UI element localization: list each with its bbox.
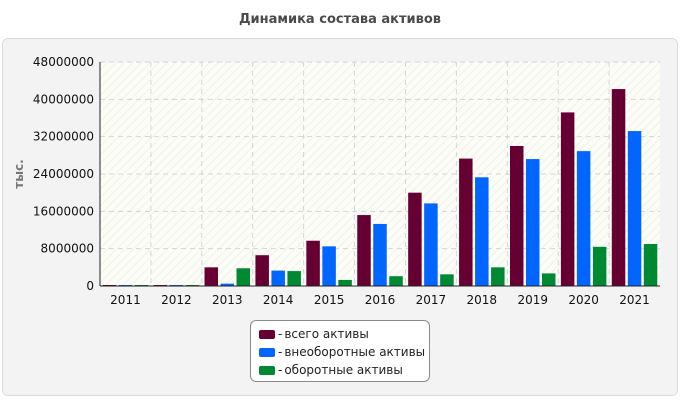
- page-title: Динамика состава активов: [238, 12, 442, 27]
- bar-2020-3: [592, 246, 607, 286]
- y-axis-label: тыс.: [12, 159, 26, 188]
- legend-item-current: - оборотные активы: [259, 361, 429, 379]
- bar-2020-1: [560, 112, 575, 287]
- legend-item-noncurrent: - внеоборотные активы: [259, 343, 429, 361]
- x-tick-label: 2016: [365, 293, 396, 307]
- axes: [99, 62, 660, 287]
- bar-2018-1: [459, 158, 473, 286]
- legend-separator: -: [278, 327, 283, 341]
- y-tick-label: 48000000: [33, 55, 94, 69]
- bar-2013-2: [220, 283, 235, 286]
- legend-separator: -: [278, 345, 283, 359]
- bar-2013-1: [204, 267, 219, 286]
- legend-label-noncurrent: внеоборотные активы: [284, 345, 426, 359]
- bar-2018-2: [475, 177, 489, 286]
- x-tick-label: 2015: [314, 293, 345, 307]
- x-tick-label: 2011: [110, 293, 141, 307]
- x-tick-label: 2021: [619, 293, 650, 307]
- y-tick-label: 40000000: [33, 92, 94, 106]
- bar-2018-3: [491, 267, 505, 286]
- y-tick-labels: 0 8000000 16000000 24000000 32000000 40000000…: [33, 55, 94, 293]
- y-tick-label: 16000000: [33, 204, 94, 218]
- x-tick-label: 2019: [517, 293, 548, 307]
- x-tick-labels: 2011 2012 2013 2014 2015 2016 2017 2018 2019 2020…: [110, 293, 650, 307]
- x-tick-label: 2018: [467, 293, 498, 307]
- bar-2016-1: [357, 215, 371, 286]
- x-tick-label: 2014: [263, 293, 294, 307]
- bars: [102, 89, 658, 287]
- legend-swatch-noncurrent: [259, 347, 275, 357]
- legend-separator: -: [278, 363, 283, 377]
- bar-2019-2: [525, 159, 540, 286]
- bar-2019-1: [509, 146, 524, 286]
- bar-2015-3: [338, 279, 352, 286]
- bar-2017-2: [424, 203, 438, 286]
- bar-2016-2: [373, 223, 387, 286]
- bar-2015-1: [306, 240, 320, 286]
- x-tick-label: 2017: [416, 293, 447, 307]
- y-tick-label: 24000000: [33, 167, 94, 181]
- bar-2014-2: [271, 270, 285, 286]
- bar-2021-2: [627, 131, 642, 286]
- y-tick-label: 8000000: [41, 242, 94, 256]
- legend: - всего активы - внеоборотные активы - о…: [250, 320, 430, 382]
- x-tick-label: 2013: [212, 293, 243, 307]
- bar-2017-3: [440, 274, 454, 286]
- bar-2021-1: [611, 89, 626, 286]
- bar-2019-3: [541, 273, 556, 286]
- bar-2014-1: [255, 255, 269, 286]
- legend-swatch-current: [259, 365, 275, 375]
- legend-swatch-total: [259, 329, 275, 339]
- grid-lines: [100, 61, 660, 286]
- bar-2017-1: [408, 192, 422, 286]
- bar-2016-3: [389, 276, 403, 286]
- bar-2021-3: [643, 244, 658, 286]
- bar-2015-2: [322, 246, 336, 286]
- bar-2013-3: [236, 268, 251, 286]
- legend-label-current: оборотные активы: [284, 363, 403, 377]
- legend-label-total: всего активы: [284, 327, 369, 341]
- x-tick-label: 2012: [161, 293, 192, 307]
- y-tick-label: 0: [86, 279, 94, 293]
- bar-2014-3: [287, 271, 301, 286]
- y-tick-label: 32000000: [33, 130, 94, 144]
- bar-2020-2: [576, 151, 591, 286]
- legend-item-total: - всего активы: [259, 325, 429, 343]
- x-tick-label: 2020: [568, 293, 599, 307]
